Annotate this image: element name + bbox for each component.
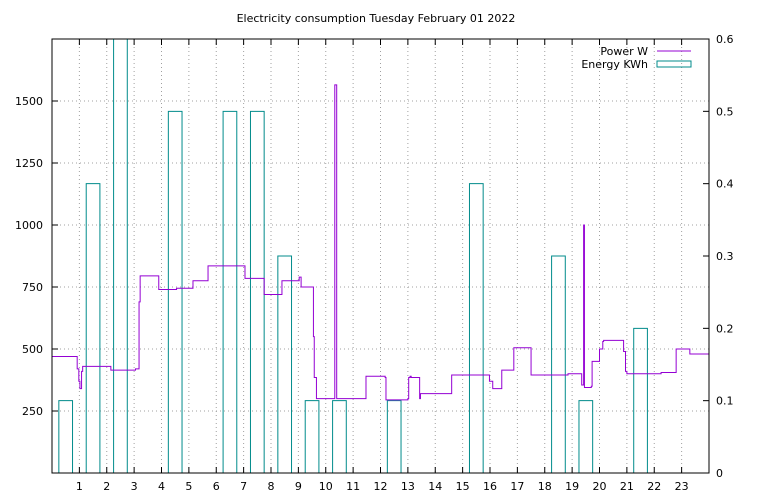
left-axis-ticks: 250 500 750 1000 1250 1500 — [15, 95, 58, 418]
x-tick-label: 22 — [647, 480, 661, 493]
energy-bar — [167, 110, 183, 473]
x-tick-label: 9 — [295, 480, 302, 493]
x-tick-label: 1 — [76, 480, 83, 493]
x-tick-label: 8 — [268, 480, 275, 493]
energy-bar — [85, 183, 101, 473]
y-left-tick-label: 1250 — [15, 157, 43, 170]
x-tick-label: 21 — [620, 480, 634, 493]
x-tick-label: 4 — [158, 480, 165, 493]
x-tick-label: 11 — [346, 480, 360, 493]
grid — [52, 39, 709, 473]
x-axis-ticks: 1 2 3 4 5 6 7 8 9 10 11 12 13 14 15 16 17 18 19 20 21 22 23 — [76, 39, 689, 493]
x-tick-label: 19 — [565, 480, 579, 493]
y-right-tick-label: 0.1 — [716, 395, 734, 408]
y-right-tick-label: 0.6 — [716, 33, 734, 46]
x-tick-label: 3 — [131, 480, 138, 493]
energy-bar — [222, 110, 238, 473]
power-line-group — [52, 84, 709, 401]
x-tick-label: 5 — [185, 480, 192, 493]
y-left-tick-label: 250 — [22, 405, 43, 418]
energy-bar — [551, 255, 566, 473]
right-axis-ticks: 0 0.1 0.2 0.3 0.4 0.5 0.6 — [703, 33, 734, 480]
energy-bar — [58, 400, 74, 473]
x-tick-label: 7 — [240, 480, 247, 493]
x-tick-label: 6 — [213, 480, 220, 493]
y-left-tick-label: 750 — [22, 281, 43, 294]
power-line — [52, 84, 709, 401]
legend-power-label: Power W — [600, 45, 648, 58]
y-left-tick-label: 1000 — [15, 219, 43, 232]
energy-bar — [332, 400, 347, 473]
y-right-tick-label: 0.3 — [716, 250, 734, 263]
x-tick-label: 16 — [483, 480, 497, 493]
legend: Power W Energy KWh — [581, 45, 692, 71]
x-tick-label: 15 — [456, 480, 470, 493]
y-left-tick-label: 1500 — [15, 95, 43, 108]
energy-bar — [304, 400, 320, 473]
energy-bar — [633, 327, 648, 473]
y-left-tick-label: 500 — [22, 343, 43, 356]
x-tick-label: 18 — [538, 480, 552, 493]
x-tick-label: 20 — [593, 480, 607, 493]
x-tick-label: 17 — [510, 480, 524, 493]
x-tick-label: 2 — [103, 480, 110, 493]
energy-bar — [468, 183, 484, 473]
energy-bar — [578, 400, 594, 473]
energy-bar — [249, 110, 265, 473]
x-tick-label: 14 — [428, 480, 442, 493]
chart-title: Electricity consumption Tuesday February… — [237, 12, 516, 25]
energy-bar — [113, 38, 128, 473]
y-right-tick-label: 0.5 — [716, 105, 734, 118]
x-tick-label: 13 — [401, 480, 415, 493]
x-tick-label: 23 — [675, 480, 689, 493]
y-right-tick-label: 0 — [716, 467, 723, 480]
y-right-tick-label: 0.4 — [716, 178, 734, 191]
x-tick-label: 10 — [319, 480, 333, 493]
y-right-tick-label: 0.2 — [716, 322, 734, 335]
legend-energy-swatch — [656, 60, 692, 68]
x-tick-label: 12 — [374, 480, 388, 493]
energy-bar — [386, 400, 402, 473]
legend-energy-label: Energy KWh — [581, 58, 648, 71]
energy-bar — [277, 255, 293, 473]
